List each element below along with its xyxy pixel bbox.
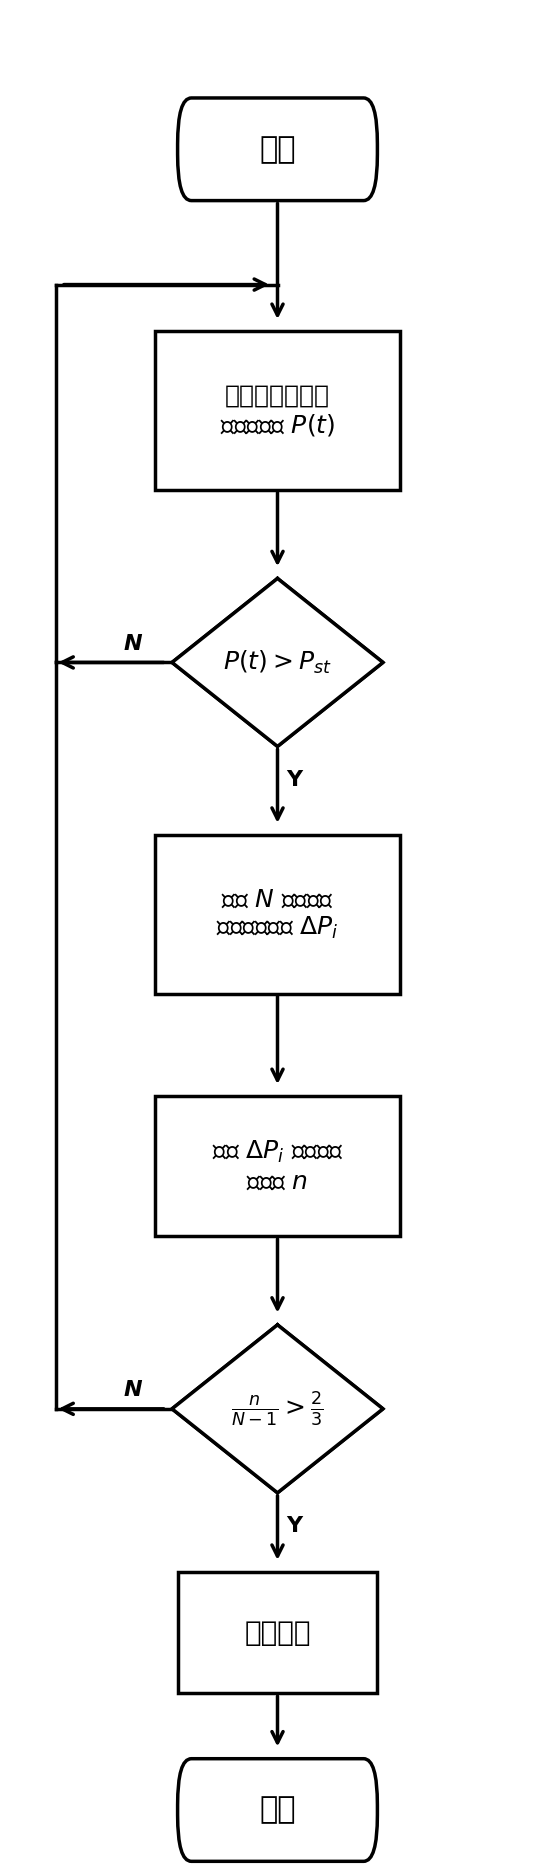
Text: 保护跳闸: 保护跳闸 <box>244 1618 311 1648</box>
Text: N: N <box>124 1381 143 1400</box>
Text: $P(t) > P_{st}$: $P(t) > P_{st}$ <box>223 649 332 675</box>
Bar <box>155 836 400 993</box>
Text: Y: Y <box>286 1517 302 1536</box>
Text: 统计 $\Delta P_i$ 中为正値
的个数 $n$: 统计 $\Delta P_i$ 中为正値 的个数 $n$ <box>211 1140 344 1192</box>
FancyBboxPatch shape <box>178 1758 377 1862</box>
Text: Y: Y <box>286 771 302 789</box>
Bar <box>155 1095 400 1235</box>
Text: 开始: 开始 <box>259 134 296 164</box>
FancyBboxPatch shape <box>178 97 377 200</box>
Text: 计算 $N$ 个采样点
处压力变化量 $\Delta P_i$: 计算 $N$ 个采样点 处压力变化量 $\Delta P_i$ <box>216 886 339 942</box>
Text: N: N <box>124 634 143 653</box>
Polygon shape <box>172 578 383 746</box>
Bar <box>155 332 400 489</box>
Text: 结束: 结束 <box>259 1795 296 1825</box>
Text: $\frac{n}{N-1} > \frac{2}{3}$: $\frac{n}{N-1} > \frac{2}{3}$ <box>231 1390 324 1427</box>
Polygon shape <box>172 1325 383 1493</box>
Text: 读取变压器油算
壁压力数値 $P(t)$: 读取变压器油算 壁压力数値 $P(t)$ <box>220 384 335 437</box>
Bar <box>178 1571 377 1694</box>
